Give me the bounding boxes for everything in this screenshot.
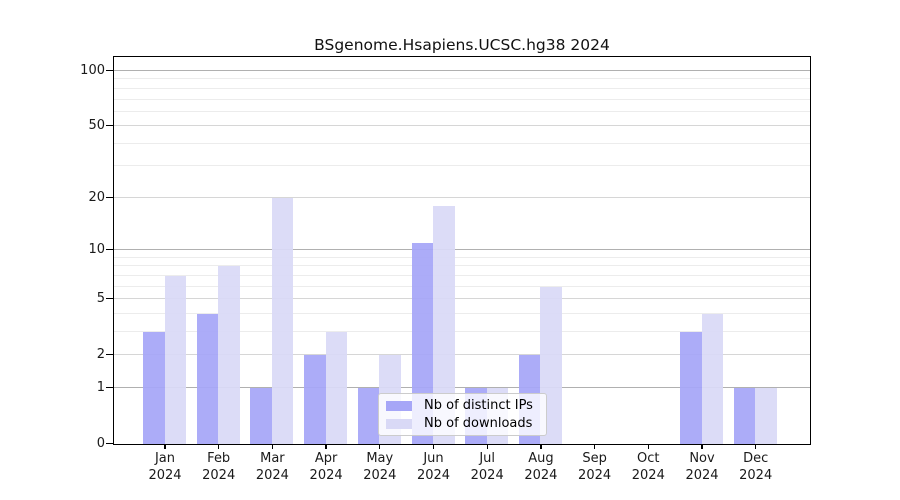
bar-downloads-nov <box>701 313 723 444</box>
gridline <box>114 249 810 251</box>
x-tick-label: Nov 2024 <box>685 451 719 483</box>
plot-area: Nb of distinct IPs Nb of downloads <box>113 56 811 445</box>
legend-item-distinct-ips: Nb of distinct IPs <box>386 398 546 413</box>
x-tick-label: Jan 2024 <box>148 451 182 483</box>
legend-swatch-distinct-ips <box>386 400 412 411</box>
y-tick-label: 10 <box>88 242 105 258</box>
bar-downloads-mar <box>271 197 294 444</box>
y-tick-mark <box>106 354 113 356</box>
x-tick-label: Sep 2024 <box>578 451 612 483</box>
x-tick-label: Feb 2024 <box>202 451 236 483</box>
x-tick-label: May 2024 <box>363 451 397 483</box>
gridline <box>114 256 810 258</box>
gridline <box>114 330 810 332</box>
y-tick-label: 1 <box>96 379 105 395</box>
x-tick-mark <box>432 444 435 449</box>
x-tick-label: Oct 2024 <box>631 451 665 483</box>
y-tick-mark <box>106 248 113 251</box>
gridline <box>114 165 810 167</box>
x-tick-label: Apr 2024 <box>309 451 343 483</box>
gridline <box>114 98 810 100</box>
y-tick-mark <box>106 69 113 72</box>
y-tick-mark <box>106 442 113 445</box>
x-tick-label: Aug 2024 <box>524 451 558 483</box>
y-tick-mark <box>106 386 113 389</box>
x-tick-mark <box>164 444 166 449</box>
gridline <box>114 87 810 89</box>
gridline <box>114 110 810 112</box>
y-tick-mark <box>106 125 113 127</box>
gridline <box>114 142 810 144</box>
bar-distinct-ips-dec <box>733 387 756 444</box>
y-tick-label: 20 <box>88 189 105 205</box>
x-tick-label: Dec 2024 <box>739 451 773 483</box>
bar-downloads-jun <box>433 206 455 444</box>
legend-label-downloads: Nb of downloads <box>424 416 533 431</box>
gridline <box>114 78 810 80</box>
y-tick-label: 0 <box>96 436 105 451</box>
bar-distinct-ips-apr <box>304 355 326 444</box>
chart-title: BSgenome.Hsapiens.UCSC.hg38 2024 <box>314 36 610 54</box>
bar-downloads-jan <box>164 275 186 444</box>
gridline <box>114 70 810 71</box>
y-tick-mark <box>106 196 113 199</box>
x-tick-mark <box>486 444 488 449</box>
legend: Nb of distinct IPs Nb of downloads <box>378 393 547 436</box>
bar-distinct-ips-feb <box>196 313 219 444</box>
bar-distinct-ips-nov <box>680 331 702 444</box>
gridline <box>114 285 810 287</box>
legend-swatch-downloads <box>386 418 412 429</box>
gridline <box>114 386 810 388</box>
gridline <box>114 196 810 198</box>
bar-downloads-dec <box>755 387 777 444</box>
legend-label-distinct-ips: Nb of distinct IPs <box>424 398 533 413</box>
x-tick-label: Jul 2024 <box>470 451 504 483</box>
y-tick-label: 2 <box>96 347 105 363</box>
y-tick-mark <box>106 297 113 300</box>
gridline <box>114 354 810 356</box>
y-tick-label: 5 <box>96 291 105 307</box>
gridline <box>114 312 810 314</box>
gridline <box>114 298 810 300</box>
bar-downloads-feb <box>218 266 240 444</box>
gridline <box>114 274 810 276</box>
x-tick-mark <box>540 444 542 449</box>
x-tick-mark <box>593 444 596 449</box>
x-tick-mark <box>271 444 274 449</box>
x-tick-mark <box>755 444 757 449</box>
legend-item-downloads: Nb of downloads <box>386 416 546 431</box>
bar-distinct-ips-jan <box>143 331 165 444</box>
x-tick-mark <box>325 444 327 449</box>
x-tick-label: Mar 2024 <box>255 451 289 483</box>
gridline <box>114 265 810 267</box>
bar-distinct-ips-mar <box>250 387 272 444</box>
y-tick-label: 100 <box>80 63 105 78</box>
x-tick-mark <box>218 444 220 449</box>
bar-distinct-ips-may <box>357 387 380 444</box>
x-tick-mark <box>647 444 649 449</box>
y-tick-label: 50 <box>88 118 105 134</box>
x-tick-mark <box>701 444 703 449</box>
x-tick-mark <box>379 444 381 449</box>
gridline <box>114 125 810 127</box>
bar-downloads-apr <box>325 331 348 444</box>
x-tick-label: Jun 2024 <box>416 451 451 483</box>
